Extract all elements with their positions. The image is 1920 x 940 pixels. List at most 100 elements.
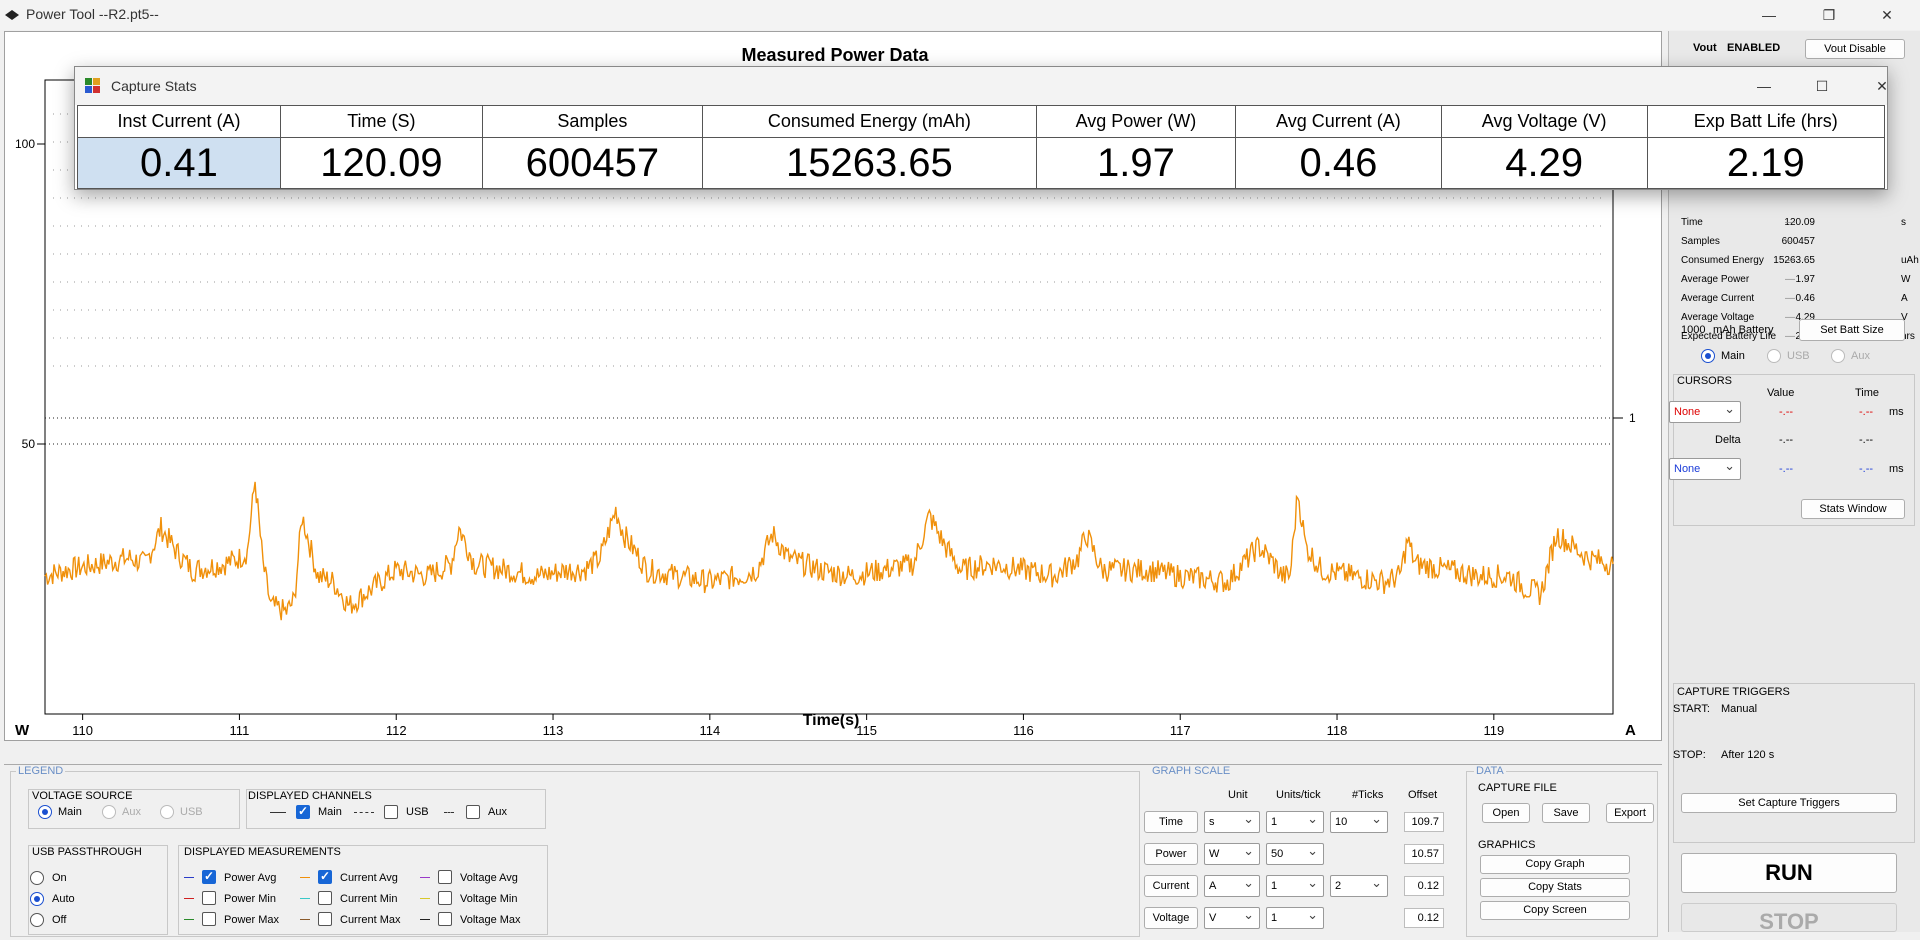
source-usb-radio[interactable] xyxy=(1767,349,1781,363)
set-batt-size-button[interactable]: Set Batt Size xyxy=(1799,319,1905,341)
stat-leader: — xyxy=(1785,217,1795,228)
graph-scale-title: GRAPH SCALE xyxy=(1150,765,1233,777)
vs-usb-label: USB xyxy=(180,806,203,818)
stat-unit: A xyxy=(1901,293,1908,304)
power-avg-swatch xyxy=(184,877,194,878)
stat-leader: — xyxy=(1785,236,1795,247)
copy-stats-button[interactable]: Copy Stats xyxy=(1480,878,1630,897)
source-main-radio[interactable] xyxy=(1701,349,1715,363)
power-max-swatch xyxy=(184,919,194,920)
current-max-swatch xyxy=(300,919,310,920)
current-avg-checkbox[interactable] xyxy=(318,869,332,884)
power-offset-field[interactable]: 10.57 xyxy=(1404,844,1444,864)
export-button[interactable]: Export xyxy=(1606,803,1654,823)
stats-window-button[interactable]: Stats Window xyxy=(1801,499,1905,519)
col-offset: Offset xyxy=(1408,789,1438,801)
close-button[interactable]: ✕ xyxy=(1881,7,1893,23)
save-button[interactable]: Save xyxy=(1542,803,1590,823)
stat-label: Time xyxy=(1681,217,1703,228)
pt-off-radio[interactable] xyxy=(30,913,44,927)
current-min-checkbox[interactable] xyxy=(318,891,332,905)
current-unit-select[interactable]: A xyxy=(1204,873,1260,897)
ch-main-checkbox[interactable] xyxy=(296,804,310,819)
copy-graph-button[interactable]: Copy Graph xyxy=(1480,855,1630,874)
delta-time: -.-- xyxy=(1859,434,1874,446)
ch-usb-checkbox[interactable] xyxy=(384,805,398,819)
vs-usb-radio[interactable] xyxy=(160,805,174,819)
cursors-group xyxy=(1673,374,1915,526)
time-ticks-select[interactable]: 10 xyxy=(1330,809,1388,833)
restore-button[interactable]: ❐ xyxy=(1822,7,1836,23)
capture-triggers-group xyxy=(1673,683,1915,843)
voltage-avg-checkbox[interactable] xyxy=(438,870,452,884)
stat-value: 15263.65 xyxy=(1773,255,1815,266)
vs-aux-radio[interactable] xyxy=(102,805,116,819)
displayed-channels-group xyxy=(246,789,546,829)
power-unit-select[interactable]: W xyxy=(1204,841,1260,865)
stat-label: Samples xyxy=(1681,236,1720,247)
window-title: Power Tool --R2.pt5-- xyxy=(26,6,159,22)
stat-label: Consumed Energy xyxy=(1681,255,1764,266)
stats-header-cell: Consumed Energy (mAh) xyxy=(701,104,1037,139)
run-button[interactable]: RUN xyxy=(1681,853,1897,893)
power-chart[interactable]: Measured Power Data 110 111 112 113 114 115 11… xyxy=(5,32,1661,740)
cursor1-select[interactable]: None xyxy=(1669,399,1741,423)
voltage-max-checkbox[interactable] xyxy=(438,912,452,926)
pt-on-label: On xyxy=(52,872,67,884)
stats-maximize-button[interactable]: ☐ xyxy=(1815,78,1829,94)
grid-lines xyxy=(45,113,1613,445)
x-tick-label: 110 xyxy=(72,723,93,738)
voltage-min-checkbox[interactable] xyxy=(438,891,452,905)
x-axis-label: Time(s) xyxy=(803,712,860,729)
voltage-row-button[interactable]: Voltage xyxy=(1144,907,1198,929)
power-row-button[interactable]: Power xyxy=(1144,843,1198,865)
voltage-offset-field[interactable]: 0.12 xyxy=(1404,908,1444,928)
stats-value-cell: 600457 xyxy=(481,137,703,189)
data-title: DATA xyxy=(1474,765,1506,777)
pt-auto-radio[interactable] xyxy=(30,892,44,906)
graphics-title: GRAPHICS xyxy=(1478,839,1536,851)
copy-screen-button[interactable]: Copy Screen xyxy=(1480,901,1630,920)
pt-on-radio[interactable] xyxy=(30,871,44,885)
source-aux-radio[interactable] xyxy=(1831,349,1845,363)
cursor2-time: -.-- xyxy=(1859,463,1874,475)
time-row-button[interactable]: Time xyxy=(1144,811,1198,833)
current-row-button[interactable]: Current xyxy=(1144,875,1198,897)
stats-header-cell: Avg Current (A) xyxy=(1235,104,1442,139)
cursor2-unit: ms xyxy=(1889,463,1904,475)
current-min-label: Current Min xyxy=(340,893,398,905)
voltage-max-swatch xyxy=(420,919,430,920)
current-units-tick-select[interactable]: 1 xyxy=(1266,873,1324,897)
time-units-tick-select[interactable]: 1 xyxy=(1266,809,1324,833)
capture-stats-window[interactable]: Capture Stats — ☐ ✕ Inst Current (A) Time… xyxy=(74,66,1888,190)
time-unit-select[interactable]: s xyxy=(1204,809,1260,833)
minimize-button[interactable]: — xyxy=(1762,7,1776,23)
vs-main-radio[interactable] xyxy=(38,805,52,819)
stats-close-button[interactable]: ✕ xyxy=(1876,78,1888,94)
ch-usb-label: USB xyxy=(406,806,429,818)
power-avg-checkbox[interactable] xyxy=(202,869,216,884)
battery-value: 1000 xyxy=(1681,324,1706,336)
delta-value: -.-- xyxy=(1779,434,1794,446)
power-max-checkbox[interactable] xyxy=(202,912,216,926)
current-ticks-select[interactable]: 2 xyxy=(1330,873,1388,897)
stop-button[interactable]: STOP xyxy=(1681,903,1897,934)
cursor2-select[interactable]: None xyxy=(1669,456,1741,480)
stat-label: Average Current xyxy=(1681,293,1755,304)
open-button[interactable]: Open xyxy=(1482,803,1530,823)
stats-minimize-button[interactable]: — xyxy=(1757,78,1771,94)
power-units-tick-select[interactable]: 50 xyxy=(1266,841,1324,865)
ch-aux-checkbox[interactable] xyxy=(466,805,480,819)
time-offset-field[interactable]: 109.7 xyxy=(1404,812,1444,832)
vout-disable-button[interactable]: Vout Disable xyxy=(1805,39,1905,59)
stats-header-cell: Inst Current (A) xyxy=(77,104,281,139)
current-offset-field[interactable]: 0.12 xyxy=(1404,876,1444,896)
set-capture-triggers-button[interactable]: Set Capture Triggers xyxy=(1681,793,1897,813)
left-tick-label: 100 xyxy=(15,137,35,151)
voltage-unit-select[interactable]: V xyxy=(1204,905,1260,929)
current-max-checkbox[interactable] xyxy=(318,912,332,926)
voltage-units-tick-select[interactable]: 1 xyxy=(1266,905,1324,929)
power-min-checkbox[interactable] xyxy=(202,891,216,905)
stats-window-title: Capture Stats xyxy=(111,78,197,94)
x-tick-label: 119 xyxy=(1483,723,1504,738)
